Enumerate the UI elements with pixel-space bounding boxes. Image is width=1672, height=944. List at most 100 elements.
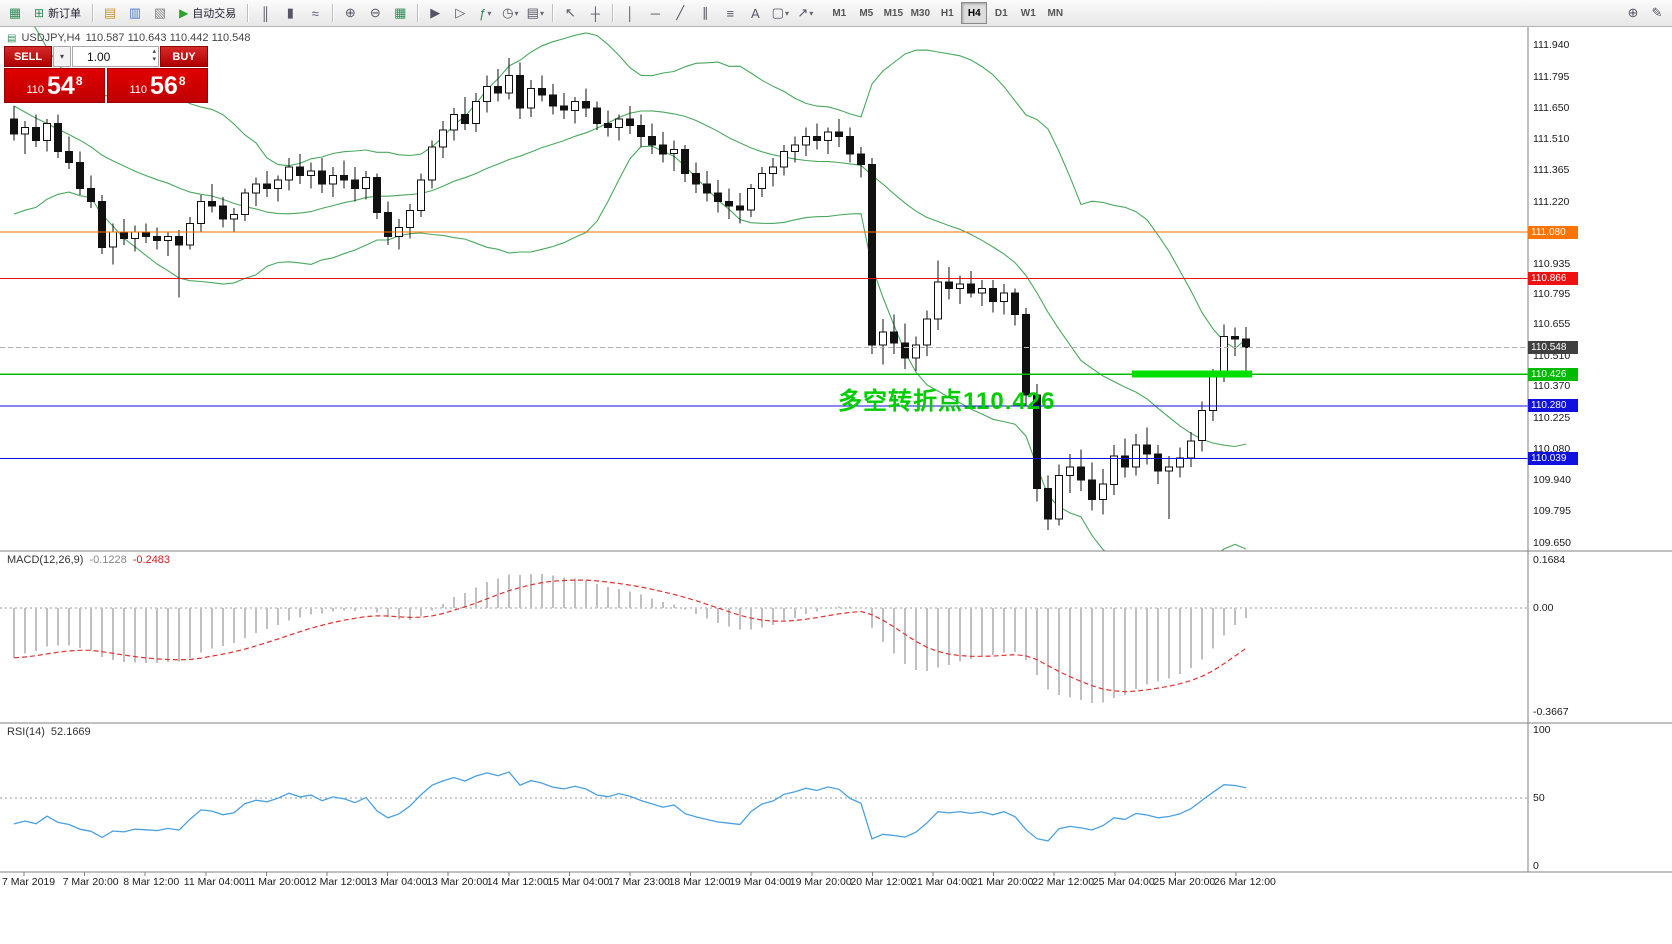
templates-icon-glyph: ▤	[526, 5, 539, 20]
zoom-in-icon-glyph: ⊕	[344, 5, 356, 20]
candlestick-chart-icon[interactable]: ▮	[278, 1, 302, 25]
dropdown-arrow-icon[interactable]: ▾	[784, 8, 789, 18]
arrow-icon-glyph: ↗	[797, 5, 809, 20]
indicators-icon[interactable]: ƒ ▾	[473, 1, 497, 25]
auto-scroll-icon-glyph: ▶	[430, 5, 441, 20]
dropdown-arrow-icon[interactable]: ▾	[809, 8, 814, 18]
toolbar-separator	[612, 4, 614, 22]
zoom-out-icon[interactable]: ⊖	[363, 1, 387, 25]
arrow-icon[interactable]: ↗ ▾	[793, 1, 817, 25]
mini-chart-icon: ▤	[7, 32, 17, 44]
cursor-icon-glyph: ↖	[564, 5, 576, 20]
symbol-ohlc: 110.587 110.643 110.442 110.548	[85, 32, 251, 44]
search-zoom-icon[interactable]: ⊕	[1627, 5, 1639, 20]
symbol-name: USDJPY,H4	[21, 32, 81, 44]
one-click-trading-panel[interactable]: SELL ▾ 1.00 ▴ ▾ BUY 110 54 8	[4, 46, 208, 103]
grid-icon-glyph: ▦	[394, 5, 407, 20]
toolbar-separator	[417, 4, 419, 22]
timeframe-h1[interactable]: H1	[940, 7, 954, 19]
data-window-icon[interactable]: ▥	[123, 1, 147, 25]
chart-shift-icon[interactable]: ▷	[448, 1, 472, 25]
main-toolbar: ▦ ⊞ 新订单 ▤ ▥ ▧ ▶ 自动交易 ║ ▮ ≈ ⊕ ⊖ ▦ ▶ ▷ ƒ ▾ ◷ ▾ ▤ ▾ ↖ ┼ │ ─ ╱ ∥ ≡ A ▢ ▾ ↗ ▾ …	[0, 0, 1672, 27]
sell-price-pip: 8	[75, 74, 83, 88]
new-order-button-label: 新订单	[48, 8, 82, 20]
toolbar-separator	[332, 4, 334, 22]
periods-icon-glyph: ◷	[502, 5, 514, 20]
line-chart-icon[interactable]: ≈	[303, 1, 327, 25]
timeframe-m5[interactable]: M5	[859, 7, 874, 19]
toolbar-separator	[92, 4, 94, 22]
cursor-icon[interactable]: ↖	[558, 1, 582, 25]
volume-input[interactable]: 1.00 ▴ ▾	[72, 46, 159, 67]
sell-price-main: 54	[47, 72, 75, 100]
buy-price-handle: 110	[129, 84, 148, 96]
trendline-icon[interactable]: ╱	[668, 1, 692, 25]
new-order-glyph: ⊞	[34, 6, 45, 20]
dropdown-arrow-icon[interactable]: ▾	[514, 8, 519, 18]
grid-icon[interactable]: ▦	[388, 1, 412, 25]
toolbar-separator	[247, 4, 249, 22]
market-watch-icon[interactable]: ▤	[98, 1, 122, 25]
bar-chart-icon[interactable]: ║	[253, 1, 277, 25]
sell-price-display[interactable]: 110 54 8	[4, 68, 105, 103]
macd-value-main: -0.1228	[89, 554, 127, 566]
candlestick-chart-icon-glyph: ▮	[286, 5, 294, 20]
timeframe-m30[interactable]: M30	[910, 7, 931, 19]
auto-scroll-icon[interactable]: ▶	[423, 1, 447, 25]
text-icon[interactable]: A	[743, 1, 767, 25]
dropdown-arrow-icon[interactable]: ▾	[487, 8, 492, 18]
trade-panel-controls: SELL ▾ 1.00 ▴ ▾ BUY	[4, 46, 208, 67]
shapes-icon-glyph: ▢	[771, 5, 784, 20]
chart-shift-icon-glyph: ▷	[455, 5, 466, 20]
shapes-icon[interactable]: ▢ ▾	[768, 1, 792, 25]
buy-button[interactable]: BUY	[160, 46, 208, 67]
rsi-label: RSI(14) 52.1669	[7, 726, 91, 738]
volume-spinner[interactable]: ▴ ▾	[152, 48, 156, 64]
new-order-button[interactable]: ⊞ 新订单	[28, 2, 87, 24]
pencil-icon[interactable]: ✎	[1651, 5, 1663, 20]
periods-icon[interactable]: ◷ ▾	[498, 1, 522, 25]
data-window-icon-glyph: ▥	[128, 5, 142, 20]
trendline-icon-glyph: ╱	[676, 5, 685, 20]
crosshair-icon[interactable]: ┼	[583, 1, 607, 25]
fibonacci-icon[interactable]: ≡	[718, 1, 742, 25]
app-icon[interactable]: ▦	[3, 1, 27, 25]
volume-dropdown[interactable]: ▾	[53, 46, 71, 67]
sell-button[interactable]: SELL	[4, 46, 52, 67]
buy-price-display[interactable]: 110 56 8	[107, 68, 208, 103]
zoom-out-icon-glyph: ⊖	[369, 5, 381, 20]
spinner-up-icon: ▴	[152, 48, 156, 55]
autotrading-button[interactable]: ▶ 自动交易	[173, 2, 242, 24]
symbol-info-line: ▤ USDJPY,H4 110.587 110.643 110.442 110.…	[7, 32, 251, 44]
zoom-in-icon[interactable]: ⊕	[338, 1, 362, 25]
bar-chart-icon-glyph: ║	[260, 5, 270, 21]
timeframe-m15[interactable]: M15	[883, 7, 904, 19]
autotrading-button-label: 自动交易	[192, 8, 237, 20]
toolbar-right-icons: ⊕ ✎	[1621, 1, 1669, 25]
app-icon-glyph: ▦	[8, 5, 22, 20]
buy-price-pip: 8	[178, 74, 186, 88]
templates-icon[interactable]: ▤ ▾	[523, 1, 547, 25]
rsi-value: 52.1669	[50, 726, 91, 738]
macd-value-signal: -0.2483	[132, 554, 171, 566]
horizontal-line-icon[interactable]: ─	[643, 1, 667, 25]
trade-panel-prices: 110 54 8 110 56 8	[4, 68, 208, 103]
volume-value: 1.00	[87, 49, 111, 64]
vertical-line-icon[interactable]: │	[618, 1, 642, 25]
rsi-name: RSI(14)	[7, 726, 45, 738]
vertical-line-icon-glyph: │	[626, 5, 635, 21]
navigator-icon[interactable]: ▧	[148, 1, 172, 25]
dropdown-arrow-icon[interactable]: ▾	[539, 8, 544, 18]
equidistant-channel-icon[interactable]: ∥	[693, 1, 717, 25]
timeframe-h4[interactable]: H4	[961, 2, 988, 24]
fibonacci-icon-glyph: ≡	[726, 5, 735, 21]
timeframe-m1[interactable]: M1	[832, 7, 847, 19]
spinner-down-icon: ▾	[152, 56, 156, 63]
timeframe-d1[interactable]: D1	[994, 7, 1008, 19]
timeframe-mn[interactable]: MN	[1047, 7, 1064, 19]
timeframe-w1[interactable]: W1	[1020, 7, 1036, 19]
sell-price-handle: 110	[26, 84, 45, 96]
